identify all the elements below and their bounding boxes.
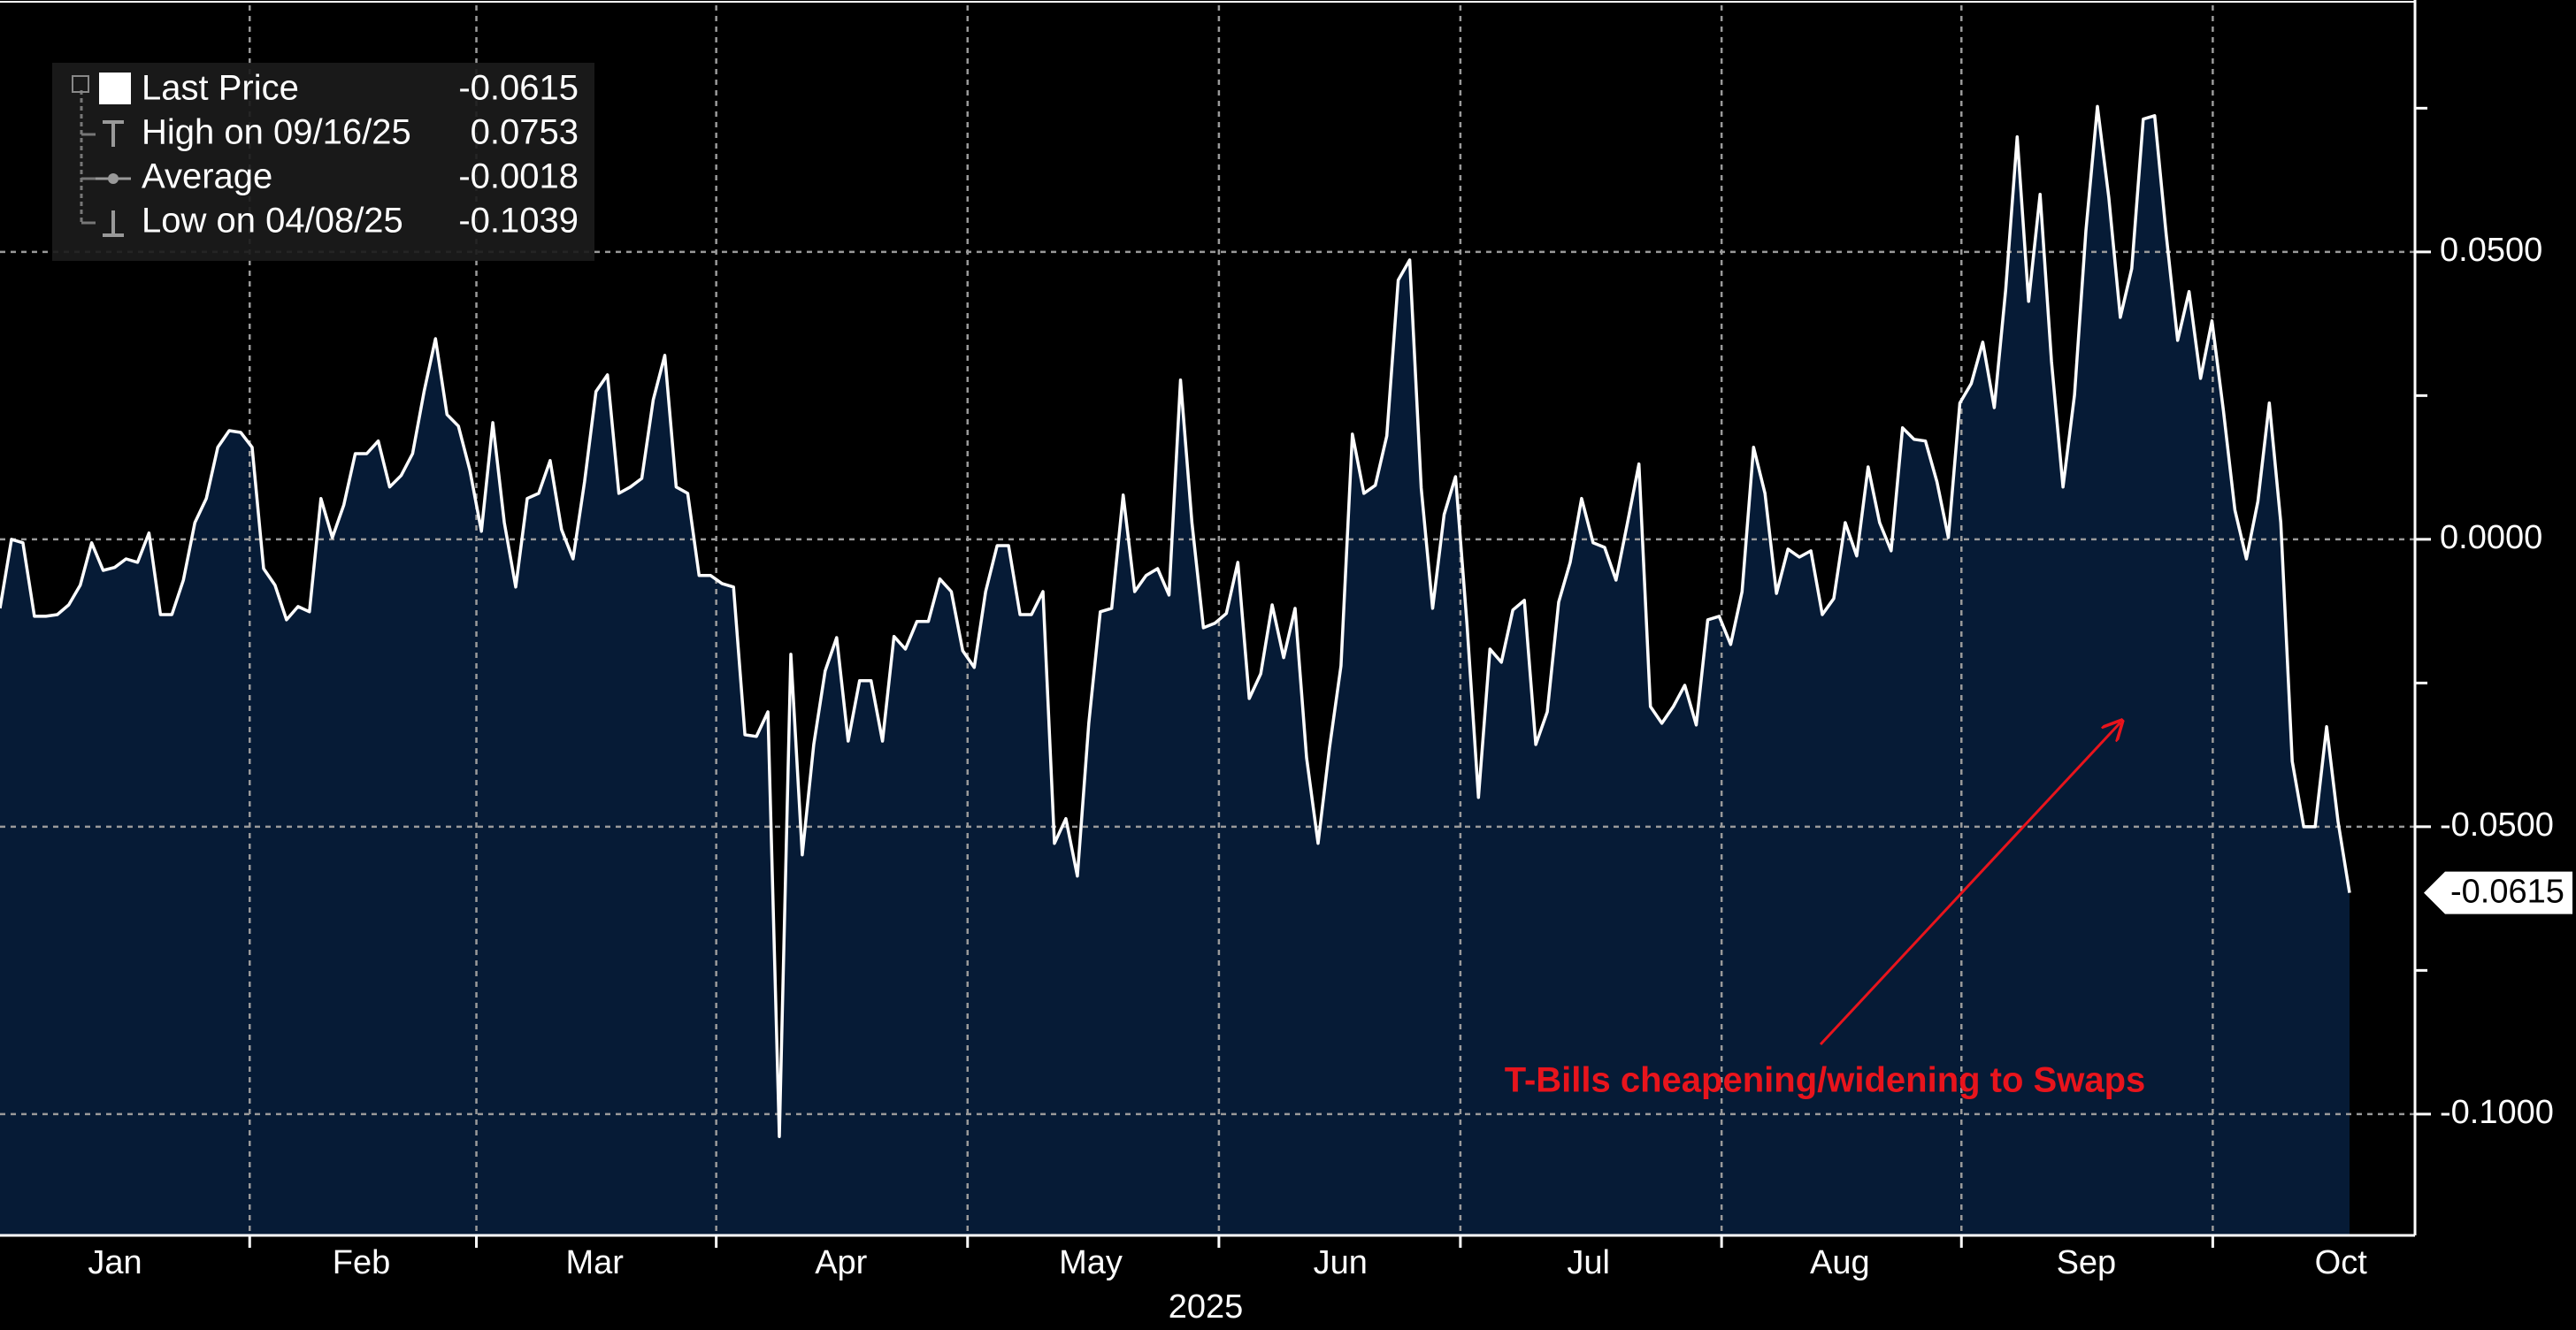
x-tick-label: Feb — [333, 1244, 390, 1281]
icon-low — [103, 210, 124, 237]
x-tick-label: Oct — [2315, 1244, 2368, 1281]
annotation-text: T-Bills cheapening/widening to Swaps — [1505, 1061, 2146, 1100]
last-value-label: -0.0615 — [2450, 874, 2564, 911]
y-tick-label: 0.0000 — [2440, 519, 2542, 556]
last-value-tag — [2424, 871, 2572, 914]
legend-value: -0.1039 — [458, 202, 579, 241]
legend-value: -0.0018 — [458, 157, 579, 196]
x-tick-label: Jan — [88, 1244, 142, 1281]
x-tick-label: Jun — [1314, 1244, 1368, 1281]
x-tick-label: Aug — [1810, 1244, 1870, 1281]
area-fill — [0, 106, 2350, 1235]
x-axis-label: 2025 — [1169, 1288, 1244, 1326]
x-tick-label: Mar — [566, 1244, 625, 1281]
legend-box — [52, 63, 594, 261]
x-tick-label: May — [1059, 1244, 1123, 1281]
x-tick-label: Jul — [1567, 1244, 1610, 1281]
y-tick-label: -0.0500 — [2440, 806, 2554, 844]
legend-value: 0.0753 — [471, 113, 579, 152]
legend-label: High on 09/16/25 — [142, 113, 411, 152]
legend-label: Average — [142, 157, 272, 196]
x-tick-label: Sep — [2057, 1244, 2117, 1281]
x-tick-label: Apr — [815, 1244, 867, 1281]
legend-value: -0.0615 — [458, 69, 579, 108]
annotation-arrow — [1819, 722, 2120, 1046]
y-tick-label: 0.0500 — [2440, 232, 2542, 269]
legend-swatch — [99, 73, 131, 104]
price-line — [0, 104, 2351, 1138]
y-tick-label: -0.1000 — [2440, 1094, 2554, 1131]
legend: Last Price -0.0615 High on 09/16/25 0.0753 A… — [52, 63, 594, 261]
icon-high — [103, 120, 124, 147]
legend-label: Low on 04/08/25 — [142, 202, 403, 241]
icon-average-dot — [108, 173, 119, 184]
legend-collapse — [72, 75, 89, 93]
legend-label: Last Price — [142, 69, 299, 108]
